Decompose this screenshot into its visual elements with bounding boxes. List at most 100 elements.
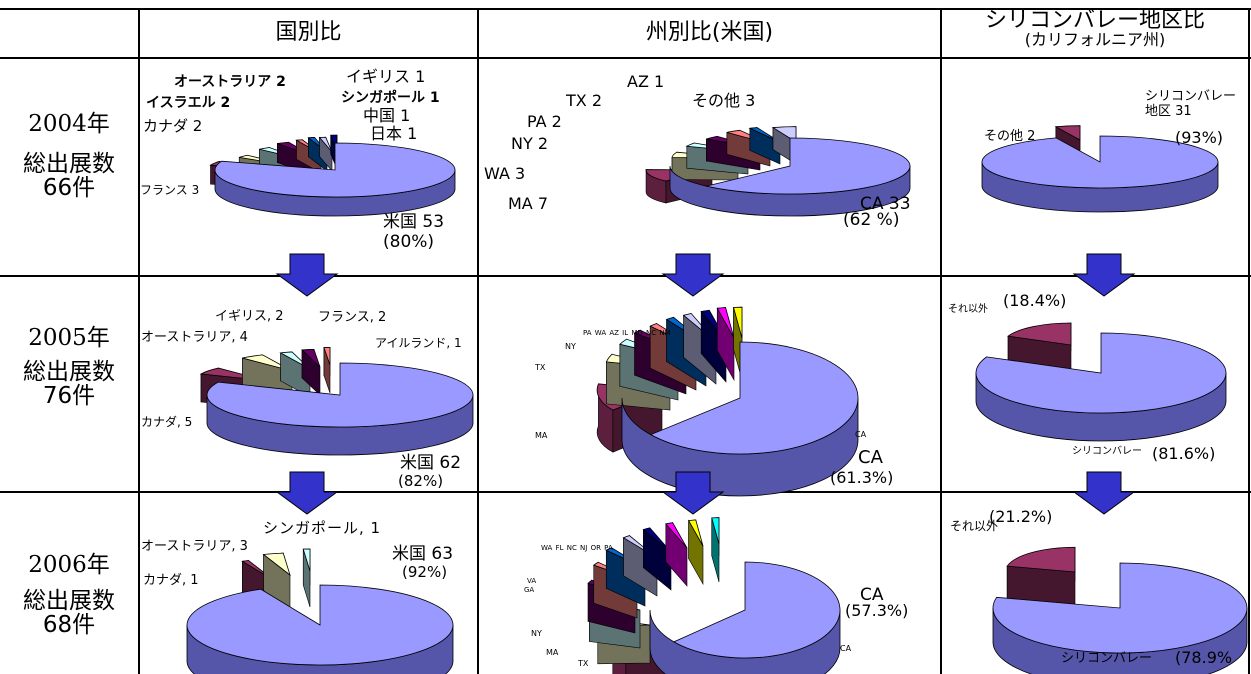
pie-slice-6-2 xyxy=(262,552,291,577)
row-count-label: 総出展数 xyxy=(23,151,115,177)
table-column-divider xyxy=(1248,8,1250,674)
label-uk: イギリス 1 xyxy=(346,67,426,86)
pie-slice-4-0 xyxy=(649,341,859,455)
pie-slice-4-9 xyxy=(716,307,735,339)
row-count-label: 総出展数 xyxy=(23,588,115,614)
label-uk: イギリス, 2 xyxy=(215,309,284,324)
label-tx: TX xyxy=(578,659,589,668)
pie-slice-2-1 xyxy=(1054,125,1081,141)
label-main: CA xyxy=(860,585,884,605)
row-count-value: 68件 xyxy=(42,612,96,639)
label-ny: NY 2 xyxy=(511,134,549,153)
label-va: VA xyxy=(527,577,537,585)
label-tx: TX 2 xyxy=(566,91,602,110)
label-au: オーストラリア 2 xyxy=(174,74,286,90)
row-count-value: 66件 xyxy=(42,175,96,202)
pie-slice-8-0 xyxy=(992,562,1248,654)
label-sg: シンガポール, 1 xyxy=(263,519,382,537)
label-main-2: 地区 31 xyxy=(1145,104,1192,119)
label-ca: カナダ, 1 xyxy=(143,573,199,588)
row-year: 2006年 xyxy=(28,552,110,578)
pie-slice-3-5 xyxy=(323,346,331,366)
label-main: CA xyxy=(858,447,883,468)
label-ca: カナダ, 5 xyxy=(141,415,193,429)
pie-slice-0-7 xyxy=(318,136,333,153)
label-ca-small: CA xyxy=(840,644,852,653)
label-az: AZ 1 xyxy=(627,72,665,91)
label-main-pct: (80%) xyxy=(383,232,435,252)
label-tx: TX xyxy=(535,363,546,372)
label-main-pct: (81.6%) xyxy=(1152,444,1216,463)
table-column-divider xyxy=(940,8,942,674)
pie-slice-5-1 xyxy=(1007,322,1072,346)
label-fr: フランス 3 xyxy=(140,183,200,197)
row-count-value: 76件 xyxy=(42,383,96,410)
pie-slice-side-1-1 xyxy=(645,169,667,204)
pie-slice-1-0 xyxy=(706,137,911,195)
label-jp: 日本 1 xyxy=(370,124,418,143)
row-label-2005: 2005年 総出展数 76件 xyxy=(0,318,138,408)
header-state: 州別比(米国) xyxy=(645,20,774,45)
pie-slice-3-4 xyxy=(301,349,321,368)
label-main-pct: (93%) xyxy=(1175,128,1224,147)
down-arrow-icon xyxy=(661,471,725,515)
label-main: 米国 63 xyxy=(392,544,454,564)
pie-slice-3-0 xyxy=(206,362,474,428)
label-il: イスラエル 2 xyxy=(146,95,231,111)
table-column-divider xyxy=(477,8,479,674)
down-arrow-icon xyxy=(275,471,339,515)
label-main-pct: (78.9% xyxy=(1175,648,1233,667)
label-fr: フランス, 2 xyxy=(318,310,387,325)
label-ie: アイルランド, 1 xyxy=(375,336,462,350)
pie-slice-2-0 xyxy=(981,135,1219,189)
down-arrow-icon xyxy=(1072,253,1136,297)
label-main-pct: (92%) xyxy=(402,563,448,581)
pie-slice-8-1 xyxy=(1006,546,1076,573)
table-row-divider xyxy=(0,275,1251,277)
down-arrow-icon xyxy=(1072,471,1136,515)
label-main: 米国 53 xyxy=(383,212,445,232)
pie-slice-7-0 xyxy=(673,561,841,659)
label-pa: PA 2 xyxy=(527,112,562,131)
row-label-2006: 2006年 総出展数 68件 xyxy=(0,545,138,637)
label-ga: GA xyxy=(524,586,535,594)
label-small-states: WA FL NC NJ OR PA xyxy=(541,544,613,552)
label-main: シリコンバレー xyxy=(1145,89,1237,104)
label-other-pct: (18.4%) xyxy=(1003,291,1067,310)
label-small-states: PA WA AZ IL MD NC NM xyxy=(583,329,671,337)
label-other: その他 2 xyxy=(984,129,1036,144)
row-label-2004: 2004年 総出展数 66件 xyxy=(0,104,138,200)
label-cn: 中国 1 xyxy=(363,106,411,125)
pie-slice-5-0 xyxy=(975,332,1227,414)
label-ca: カナダ 2 xyxy=(143,117,203,135)
label-sg: シンガポール 1 xyxy=(341,90,440,106)
header-country: 国別比 xyxy=(275,20,342,45)
pie-slice-6-0 xyxy=(186,584,454,666)
label-main-pct: (61.3%) xyxy=(830,468,894,487)
pie-slice-7-9 xyxy=(665,522,688,549)
label-main: CA 33 xyxy=(860,194,911,214)
pie-slice-6-3 xyxy=(302,548,311,572)
label-other-pct: (21.2%) xyxy=(989,507,1053,526)
header-valley-subtitle: (カリフォルニア州) xyxy=(1024,30,1166,49)
table-border-top xyxy=(0,8,1251,10)
label-main: シリコンバレー xyxy=(1072,446,1142,457)
label-main-pct: (62 %) xyxy=(843,210,900,230)
table-header-divider xyxy=(0,57,1251,59)
row-year: 2005年 xyxy=(28,325,110,351)
pie-slice-7-11 xyxy=(711,517,720,545)
label-main-pct: (57.3%) xyxy=(845,601,909,620)
table-column-divider xyxy=(138,8,140,674)
label-au: オーストラリア, 4 xyxy=(141,330,248,345)
pie-slice-7-10 xyxy=(688,519,704,547)
pie-slice-4-10 xyxy=(733,306,743,339)
pie-slice-3-2 xyxy=(242,354,293,372)
header-valley-title: シリコンバレー地区比 xyxy=(984,8,1205,33)
label-ca-small: CA xyxy=(855,430,867,439)
label-ma: MA xyxy=(546,648,559,657)
pie-slice-0-0 xyxy=(214,142,456,198)
label-other: それ以外 xyxy=(950,519,999,533)
row-count-label: 総出展数 xyxy=(23,359,115,385)
